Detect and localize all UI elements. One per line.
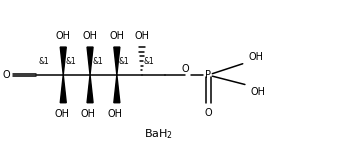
Text: OH: OH <box>81 109 96 119</box>
Text: OH: OH <box>248 52 264 62</box>
Polygon shape <box>114 47 120 75</box>
Text: O: O <box>205 108 212 118</box>
Text: &1: &1 <box>92 57 103 66</box>
Text: &1: &1 <box>119 57 130 66</box>
Text: O: O <box>181 64 189 74</box>
Polygon shape <box>114 75 120 103</box>
Text: OH: OH <box>56 31 71 41</box>
Polygon shape <box>60 47 66 75</box>
Polygon shape <box>60 75 66 103</box>
Text: P: P <box>205 70 211 80</box>
Polygon shape <box>87 75 93 103</box>
Polygon shape <box>87 47 93 75</box>
Text: BaH$_2$: BaH$_2$ <box>144 128 173 141</box>
Text: OH: OH <box>134 31 150 41</box>
Text: &1: &1 <box>65 57 76 66</box>
Text: O: O <box>3 70 10 80</box>
Text: &1: &1 <box>38 57 49 66</box>
Text: OH: OH <box>83 31 97 41</box>
Text: &1: &1 <box>144 57 155 66</box>
Text: OH: OH <box>54 109 69 119</box>
Text: OH: OH <box>251 87 266 97</box>
Text: OH: OH <box>108 109 123 119</box>
Text: OH: OH <box>109 31 124 41</box>
